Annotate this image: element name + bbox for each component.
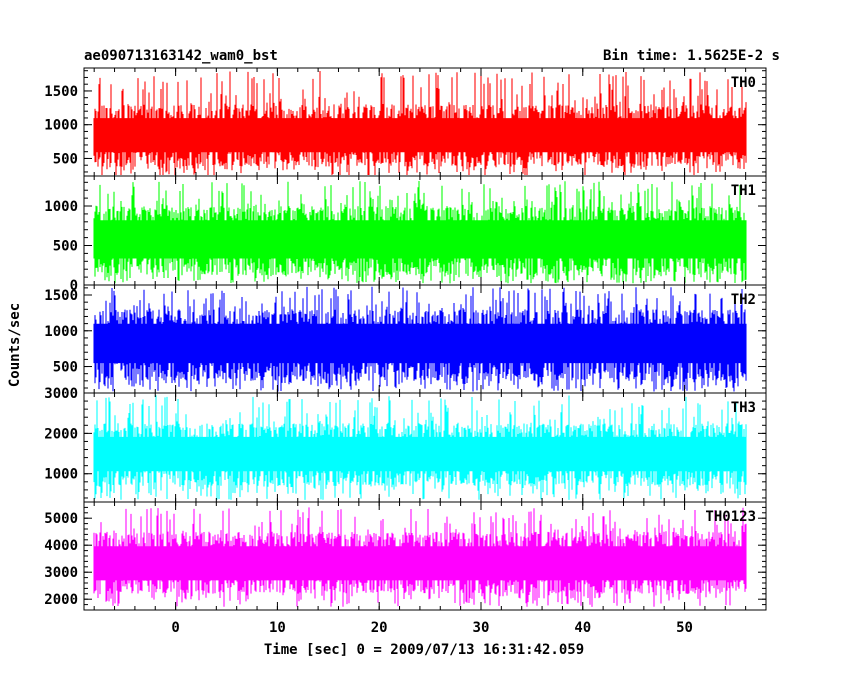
x-tick-label: 40 <box>574 620 591 636</box>
y-tick-label: 1500 <box>44 84 78 100</box>
panel-label-th0123: TH0123 <box>705 509 756 525</box>
y-tick-label: 1000 <box>44 199 78 215</box>
chart-title: ae090713163142_wam0_bst <box>84 48 278 64</box>
series-th1 <box>93 181 747 284</box>
x-tick-label: 10 <box>269 620 286 636</box>
x-tick-label: 20 <box>371 620 388 636</box>
y-tick-label: 4000 <box>44 538 78 554</box>
x-tick-label: 50 <box>676 620 693 636</box>
y-tick-label: 1000 <box>44 324 78 340</box>
y-tick-label: 500 <box>53 239 78 255</box>
panel-label-th1: TH1 <box>731 183 756 199</box>
y-tick-label: 1000 <box>44 467 78 483</box>
panel-label-th3: TH3 <box>731 400 756 416</box>
panel-th2: 500 1000 1500 TH2 <box>44 284 767 394</box>
y-axis-title: Counts/sec <box>7 303 23 387</box>
y-tick-label: 0 <box>70 278 78 294</box>
y-tick-label: 3000 <box>44 386 78 402</box>
panels-group: 500 1000 1500 TH0 0 500 1000 TH1 500 1000 1500 TH2 1… <box>44 67 767 611</box>
series-th2 <box>93 286 747 392</box>
y-tick-label: 1500 <box>44 288 78 304</box>
y-tick-label: 2000 <box>44 426 78 442</box>
panel-label-th2: TH2 <box>731 292 756 308</box>
y-tick-label: 2000 <box>44 592 78 608</box>
x-axis-title: Time [sec] 0 = 2009/07/13 16:31:42.059 <box>264 642 584 658</box>
panel-label-th0: TH0 <box>731 75 756 91</box>
series-th3 <box>93 395 747 500</box>
series-th0123 <box>93 507 747 607</box>
x-axis: 0 10 20 30 40 50 <box>171 620 693 636</box>
y-tick-label: 1000 <box>44 118 78 134</box>
panel-th3: 1000 2000 3000 TH3 <box>44 386 767 503</box>
panel-th1: 0 500 1000 TH1 <box>44 175 767 294</box>
panel-th0: 500 1000 1500 TH0 <box>44 67 767 177</box>
y-tick-label: 500 <box>53 360 78 376</box>
y-tick-label: 3000 <box>44 565 78 581</box>
bin-time-label: Bin time: 1.5625E-2 s <box>603 48 780 64</box>
y-tick-label: 5000 <box>44 511 78 527</box>
x-tick-label: 0 <box>171 620 179 636</box>
x-tick-label: 30 <box>473 620 490 636</box>
panel-th0123: 2000 3000 4000 5000 TH0123 <box>44 501 767 611</box>
series-th0 <box>93 71 747 175</box>
y-tick-label: 500 <box>53 151 78 167</box>
